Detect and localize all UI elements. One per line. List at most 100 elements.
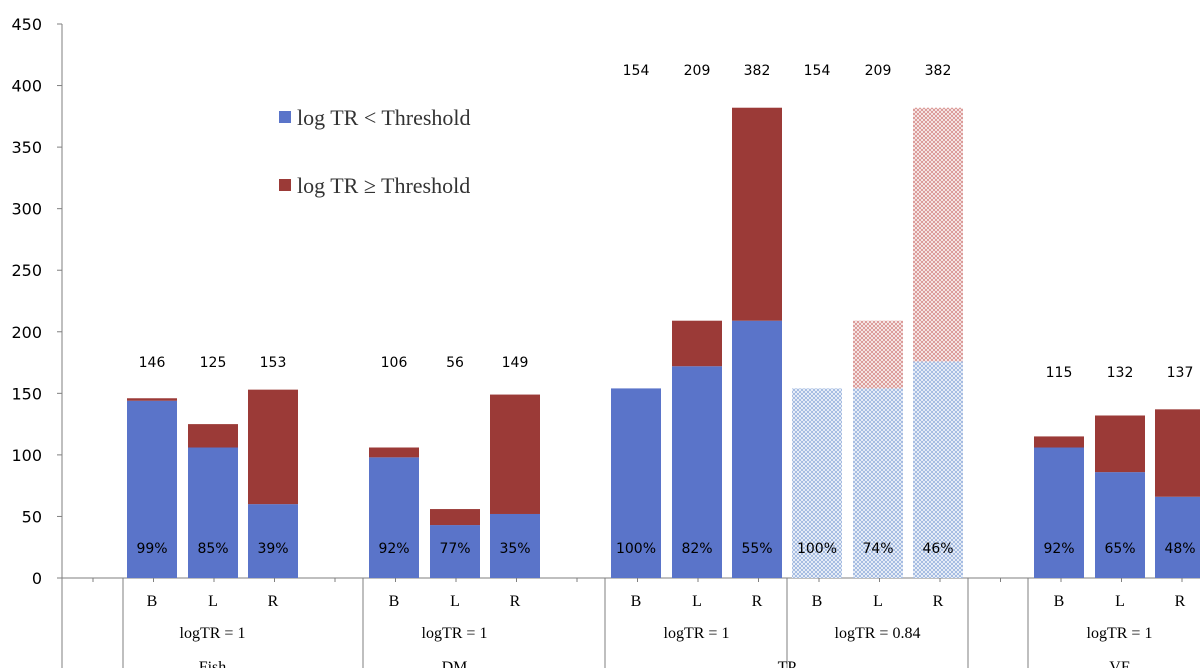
bar-total-label: 132 (1107, 365, 1134, 381)
bar-segment-above-threshold (853, 320, 903, 389)
y-tick-label: 250 (11, 261, 42, 280)
bar-segment-below-threshold (369, 457, 419, 578)
bar-segment-above-threshold (1034, 436, 1084, 448)
group-label: VF (1109, 659, 1130, 668)
y-tick-label: 200 (11, 323, 42, 342)
legend: log TR < Threshold log TR ≥ Threshold (279, 105, 471, 198)
bar-segment-above-threshold (913, 107, 963, 362)
group-label: Fish (199, 659, 227, 668)
bar-percent-label: 100% (797, 541, 837, 557)
bar-segment-below-threshold (611, 388, 661, 578)
legend-swatch (279, 179, 291, 191)
bar-total-label: 146 (139, 355, 166, 371)
threshold-label: logTR = 1 (180, 625, 246, 642)
bar-percent-label: 92% (378, 541, 409, 557)
bar-segment-below-threshold (248, 504, 298, 578)
bar-category-label: L (692, 593, 702, 610)
bar-segment-above-threshold (490, 394, 540, 514)
bar-segment-below-threshold (430, 525, 480, 578)
bar-percent-label: 46% (922, 541, 953, 557)
bar-segment-above-threshold (672, 320, 722, 367)
bar-total-label: 115 (1046, 365, 1073, 381)
bar-category-label: L (450, 593, 460, 610)
bar-segment-below-threshold (127, 400, 177, 578)
bar-category-label: R (268, 593, 279, 610)
bar-labels: 146 99% 125 85% 153 39% 106 92% 56 77% 149 35% 154 10… (136, 63, 1195, 557)
bar-segment-above-threshold (248, 389, 298, 505)
bar-total-label: 56 (446, 355, 464, 371)
bar-total-label: 154 (804, 63, 831, 79)
group-label: TP (778, 659, 797, 668)
bar-percent-label: 100% (616, 541, 656, 557)
bar-total-label: 154 (623, 63, 650, 79)
bar-segment-below-threshold (1155, 496, 1200, 578)
bar-total-label: 209 (684, 63, 711, 79)
bar-total-label: 149 (502, 355, 529, 371)
bar-category-label: B (631, 593, 642, 610)
legend-label: log TR ≥ Threshold (297, 173, 470, 198)
bar-category-label: L (1115, 593, 1125, 610)
bar-total-label: 137 (1167, 365, 1194, 381)
y-tick-label: 150 (11, 384, 42, 403)
bar-segment-below-threshold (853, 388, 903, 578)
threshold-label: logTR = 1 (664, 625, 730, 642)
bar-category-label: B (389, 593, 400, 610)
y-tick-label: 400 (11, 77, 42, 96)
bar-segment-above-threshold (188, 424, 238, 448)
threshold-label: logTR = 1 (422, 625, 488, 642)
bar-category-label: L (208, 593, 218, 610)
bar-total-label: 153 (260, 355, 287, 371)
y-tick-label: 350 (11, 138, 42, 157)
bar-percent-label: 77% (439, 541, 470, 557)
y-tick-label: 450 (11, 15, 42, 34)
bar-percent-label: 99% (136, 541, 167, 557)
bar-category-label: R (752, 593, 763, 610)
bar-percent-label: 74% (862, 541, 893, 557)
bar-percent-label: 48% (1164, 541, 1195, 557)
legend-swatch (279, 111, 291, 123)
bar-percent-label: 92% (1043, 541, 1074, 557)
bar-category-label: B (1054, 593, 1065, 610)
bars (127, 107, 1200, 578)
y-tick-label: 100 (11, 446, 42, 465)
bar-total-label: 209 (865, 63, 892, 79)
bar-total-label: 106 (381, 355, 408, 371)
threshold-label: logTR = 0.84 (835, 625, 921, 642)
bar-segment-above-threshold (430, 509, 480, 526)
bar-category-label: R (510, 593, 521, 610)
bar-segment-below-threshold (188, 447, 238, 578)
bar-total-label: 125 (200, 355, 227, 371)
legend-label: log TR < Threshold (297, 105, 471, 130)
bar-total-label: 382 (925, 63, 952, 79)
bar-segment-above-threshold (1095, 415, 1145, 473)
threshold-label: logTR = 1 (1087, 625, 1153, 642)
bar-category-label: L (873, 593, 883, 610)
bar-category-label: R (933, 593, 944, 610)
bar-percent-label: 65% (1104, 541, 1135, 557)
bar-segment-above-threshold (1155, 409, 1200, 497)
bar-percent-label: 55% (741, 541, 772, 557)
y-tick-label: 0 (32, 569, 42, 588)
bar-segment-above-threshold (732, 107, 782, 321)
group-label: DM (442, 659, 468, 668)
bar-segment-below-threshold (732, 320, 782, 578)
bar-segment-below-threshold (792, 388, 842, 578)
bar-category-label: B (812, 593, 823, 610)
bar-category-label: R (1175, 593, 1186, 610)
bar-segment-above-threshold (127, 398, 177, 401)
bar-category-label: B (147, 593, 158, 610)
bar-total-label: 382 (744, 63, 771, 79)
bar-percent-label: 85% (197, 541, 228, 557)
bar-segment-below-threshold (1034, 447, 1084, 578)
bar-percent-label: 82% (681, 541, 712, 557)
bar-percent-label: 39% (257, 541, 288, 557)
bar-segment-above-threshold (369, 447, 419, 458)
bar-segment-below-threshold (490, 513, 540, 578)
bar-percent-label: 35% (499, 541, 530, 557)
y-tick-label: 50 (22, 507, 42, 526)
bar-segment-below-threshold (1095, 472, 1145, 578)
bar-segment-below-threshold (672, 366, 722, 578)
